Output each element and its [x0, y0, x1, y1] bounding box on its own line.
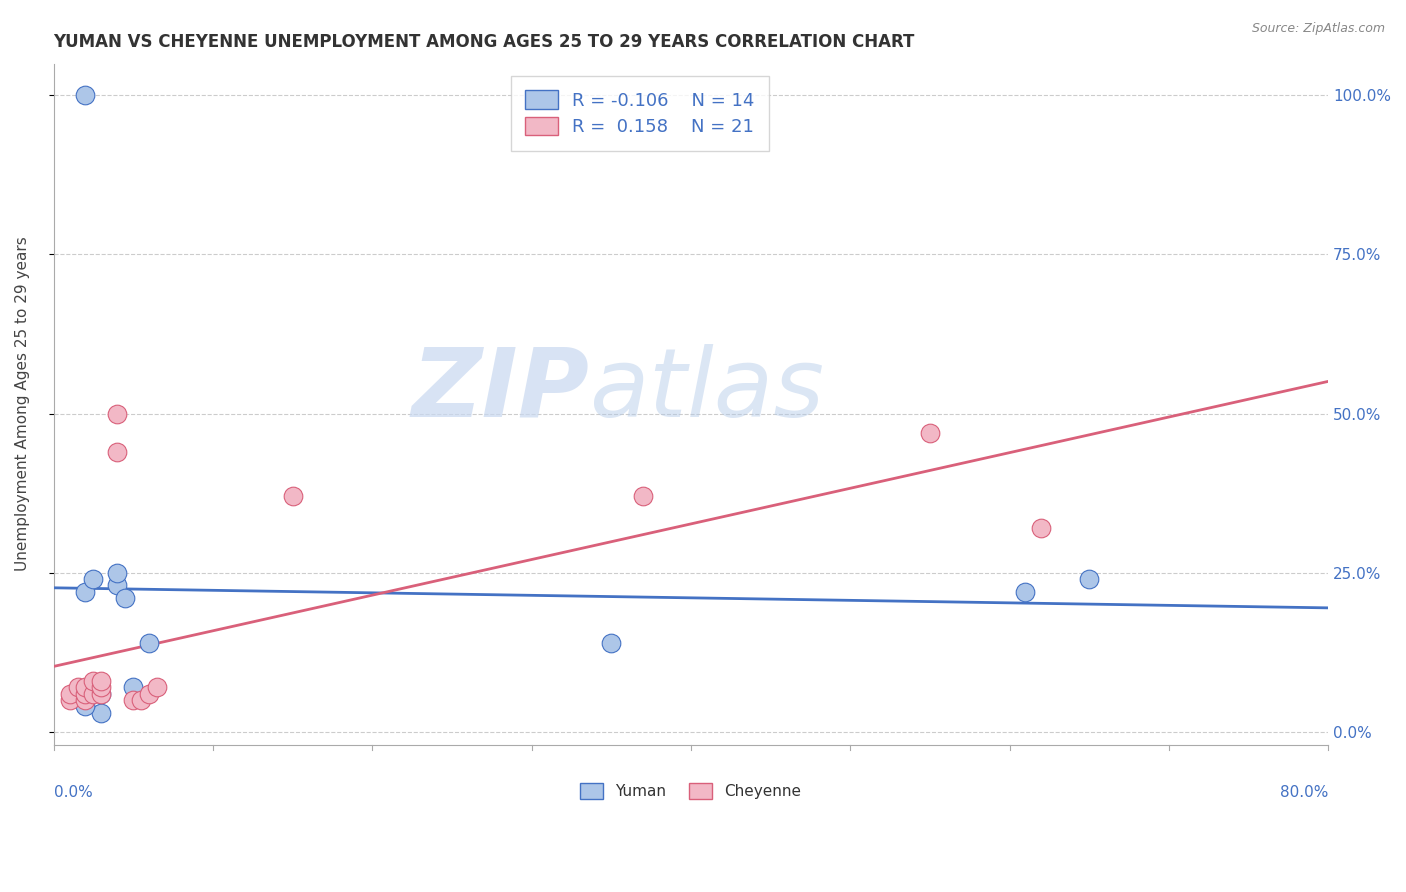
Point [75, 88, 97, 103]
Point [105, 407, 128, 421]
Point [105, 566, 128, 580]
Point [90, 681, 112, 695]
Text: ZIP: ZIP [411, 344, 589, 437]
Point [138, 636, 160, 650]
Point [82, 687, 104, 701]
Legend: Yuman, Cheyenne: Yuman, Cheyenne [574, 777, 807, 805]
Point [66, 681, 89, 695]
Point [122, 693, 145, 707]
Point [82, 572, 104, 586]
Point [58, 687, 80, 701]
Point [90, 687, 112, 701]
Text: Source: ZipAtlas.com: Source: ZipAtlas.com [1251, 22, 1385, 36]
Text: YUMAN VS CHEYENNE UNEMPLOYMENT AMONG AGES 25 TO 29 YEARS CORRELATION CHART: YUMAN VS CHEYENNE UNEMPLOYMENT AMONG AGE… [53, 33, 915, 51]
Point [918, 425, 941, 440]
Point [90, 673, 112, 688]
Point [75, 687, 97, 701]
Point [1031, 521, 1053, 535]
Point [90, 687, 112, 701]
Point [122, 681, 145, 695]
Point [75, 584, 97, 599]
Point [105, 444, 128, 458]
Point [75, 699, 97, 714]
Point [90, 706, 112, 720]
Y-axis label: Unemployment Among Ages 25 to 29 years: Unemployment Among Ages 25 to 29 years [15, 236, 30, 572]
Point [58, 693, 80, 707]
Point [82, 673, 104, 688]
Point [138, 687, 160, 701]
Text: 0.0%: 0.0% [53, 786, 93, 800]
Point [75, 681, 97, 695]
Point [75, 693, 97, 707]
Point [631, 489, 654, 503]
Point [1078, 572, 1101, 586]
Text: 80.0%: 80.0% [1279, 786, 1329, 800]
Point [129, 693, 152, 707]
Point [105, 578, 128, 592]
Point [146, 681, 169, 695]
Point [600, 636, 623, 650]
Point [1014, 584, 1036, 599]
Text: atlas: atlas [589, 344, 824, 437]
Point [114, 591, 136, 606]
Point [281, 489, 304, 503]
